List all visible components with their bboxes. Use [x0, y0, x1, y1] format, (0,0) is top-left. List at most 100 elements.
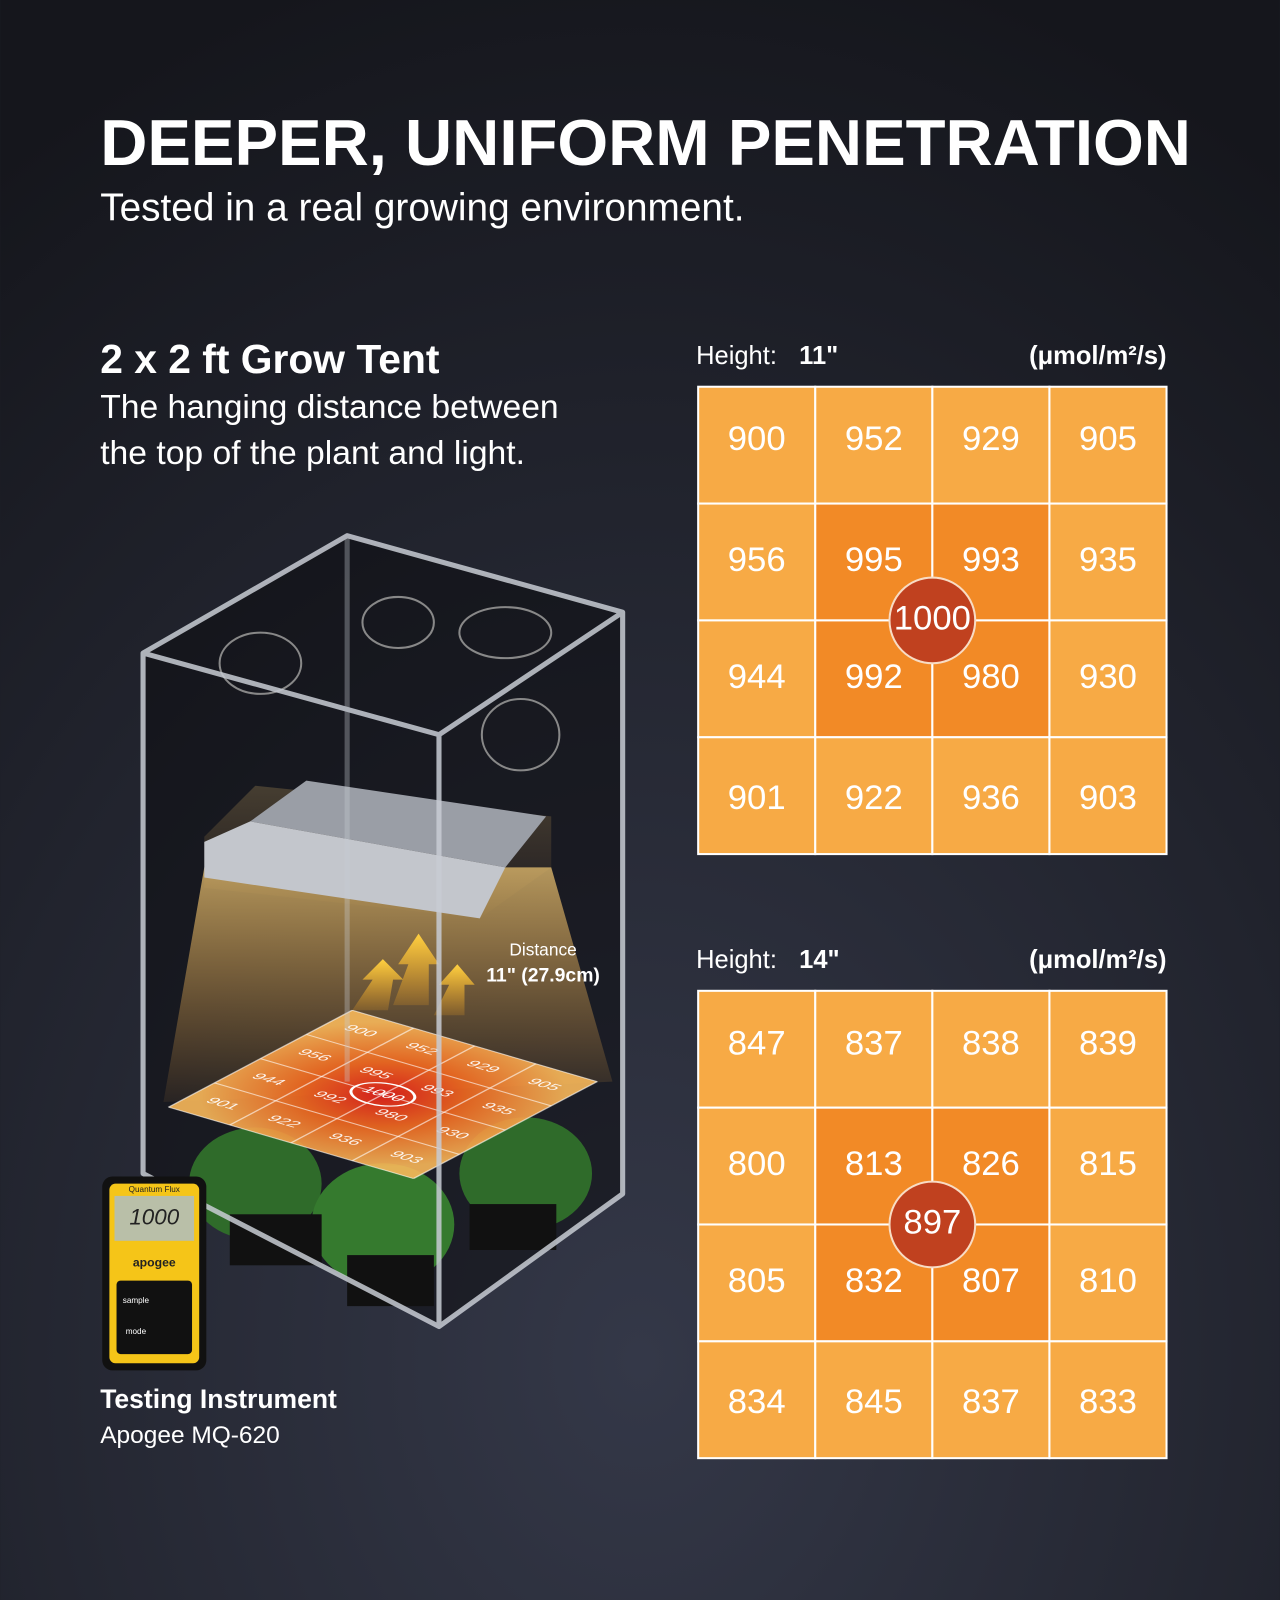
- tent-heading: 2 x 2 ft Grow Tent: [100, 336, 440, 382]
- title: DEEPER, UNIFORM PENETRATION: [100, 106, 1191, 179]
- cell-value: 903: [1079, 779, 1137, 817]
- center-value: 1000: [894, 600, 971, 638]
- cell-value: 936: [962, 779, 1020, 817]
- cell-value: 807: [962, 1262, 1020, 1300]
- meter-caption: Quantum Flux: [129, 1185, 180, 1194]
- grid-cell: [697, 1223, 817, 1343]
- heatmap-overlay: 9009529299059569959939359449929809309019…: [167, 1009, 599, 1179]
- cell-value: 837: [962, 1383, 1020, 1421]
- grid-cell: [697, 385, 817, 505]
- meter-brand: apogee: [133, 1255, 176, 1269]
- frame-edges: [140, 533, 626, 1330]
- overlay-line: [213, 1082, 461, 1155]
- overlay-line: [167, 1106, 415, 1179]
- grid-cell: [1048, 502, 1168, 622]
- height-label: Height:: [696, 342, 777, 370]
- center-value: 897: [903, 1204, 961, 1242]
- pot: [469, 1204, 557, 1250]
- instrument-model: Apogee MQ-620: [100, 1422, 280, 1449]
- light-fixture-top: [250, 780, 547, 868]
- grid-cell: [1048, 1106, 1168, 1226]
- cell-value: 826: [962, 1145, 1020, 1183]
- tent-description: the top of the plant and light.: [100, 435, 525, 472]
- grid-cell: [931, 989, 1051, 1109]
- height-label: Height:: [696, 946, 777, 974]
- arrow: [433, 964, 475, 1016]
- grid-cell: [931, 1106, 1051, 1226]
- grid-cell: [814, 1340, 934, 1460]
- grid-cell: [1048, 736, 1168, 856]
- unit-label: (μmol/m²/s): [1029, 342, 1166, 370]
- cell-value: 839: [1079, 1024, 1137, 1062]
- center-marker: [888, 1180, 977, 1269]
- overlay-center: [349, 1082, 417, 1107]
- vent: [480, 697, 561, 772]
- cell-value: 833: [1079, 1383, 1137, 1421]
- cell-value: 952: [845, 420, 903, 458]
- subtitle: Tested in a real growing environment.: [100, 186, 744, 229]
- cell-value: 900: [728, 420, 786, 458]
- grid-cell: [1048, 619, 1168, 739]
- vent: [458, 606, 553, 660]
- grid-cell: [1048, 1223, 1168, 1343]
- grid-cell: [1048, 385, 1168, 505]
- cell-value: 834: [728, 1383, 786, 1421]
- cell-value: 922: [845, 779, 903, 817]
- light-fixture: [204, 821, 506, 919]
- cell-value: 944: [728, 658, 786, 696]
- cell-value: 995: [845, 541, 903, 579]
- grid-cell: [1048, 1340, 1168, 1460]
- grid-cell: [931, 385, 1051, 505]
- arrow: [393, 933, 439, 1006]
- meter-button: sample: [123, 1296, 150, 1305]
- overlay-line: [259, 1058, 506, 1131]
- cell-value: 813: [845, 1145, 903, 1183]
- center-marker: [888, 576, 977, 665]
- unit-label: (μmol/m²/s): [1029, 946, 1166, 974]
- cell-value: 832: [845, 1262, 903, 1300]
- grid-cell: [814, 385, 934, 505]
- cell-value: 800: [728, 1145, 786, 1183]
- cell-value: 845: [845, 1383, 903, 1421]
- cell-value: 847: [728, 1024, 786, 1062]
- tent-description: The hanging distance between: [100, 389, 558, 426]
- grid-cell: [697, 1340, 817, 1460]
- instrument-heading: Testing Instrument: [100, 1384, 337, 1414]
- cell-value: 838: [962, 1024, 1020, 1062]
- tent-illustration: 9009529299059569959939359449929809309019…: [140, 533, 626, 1330]
- pot: [347, 1255, 434, 1307]
- cell-value: 837: [845, 1024, 903, 1062]
- height-value: 14": [799, 946, 839, 974]
- meter-display: 1000: [129, 1204, 179, 1229]
- meter: Quantum Flux 1000 apogee sample mode: [102, 1176, 207, 1371]
- grid-cell: [697, 989, 817, 1109]
- distance-value: 11" (27.9cm): [486, 965, 600, 987]
- cell-value: 810: [1079, 1262, 1137, 1300]
- cell-value: 805: [728, 1262, 786, 1300]
- cell-value: 815: [1079, 1145, 1137, 1183]
- cell-value: 992: [845, 658, 903, 696]
- overlay-line: [351, 1063, 537, 1161]
- grid-cell: [697, 736, 817, 856]
- distance-label: Distance: [509, 940, 576, 960]
- cell-value: 901: [728, 779, 786, 817]
- arrow: [352, 959, 404, 1011]
- cell-value: 905: [1079, 420, 1137, 458]
- height-value: 11": [799, 342, 838, 370]
- overlay-line: [412, 1081, 599, 1179]
- cell-value: 935: [1079, 541, 1137, 579]
- cell-value: 993: [962, 541, 1020, 579]
- cell-value: 980: [962, 658, 1020, 696]
- meter-button: mode: [126, 1327, 147, 1336]
- plant: [459, 1117, 593, 1230]
- ppfd-grid: Height: 11" (μmol/m²/s) 900 952 929 905 956 995 9…: [696, 342, 1168, 856]
- grid-cell: [1048, 989, 1168, 1109]
- meter-screen: [114, 1195, 195, 1241]
- vent: [218, 631, 303, 695]
- cell-value: 956: [728, 541, 786, 579]
- grid-cell: [931, 1340, 1051, 1460]
